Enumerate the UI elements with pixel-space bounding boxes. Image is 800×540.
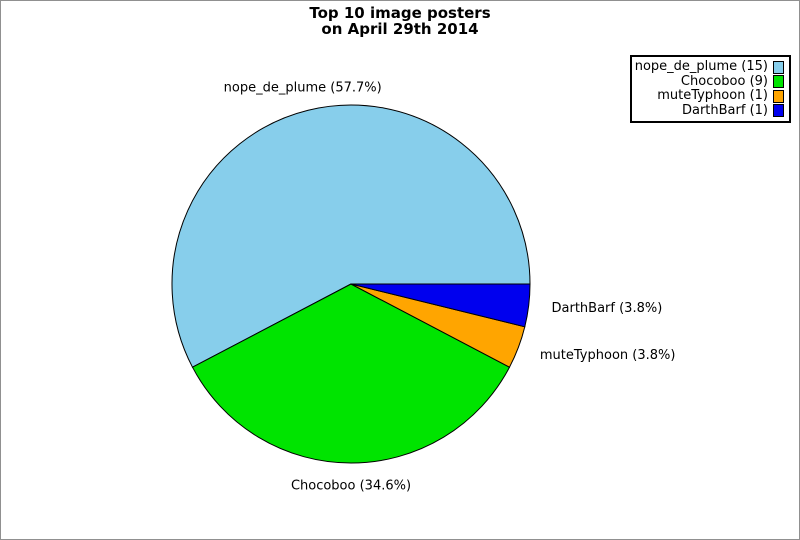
legend-swatch (773, 89, 784, 103)
legend-item: nope_de_plume (15) (634, 59, 784, 75)
legend-item-label: muteTyphoon (1) (657, 88, 768, 103)
legend-swatch (773, 75, 784, 89)
slice-label-nope_de_plume: nope_de_plume (57.7%) (224, 80, 382, 95)
chart-title: Top 10 image posters on April 29th 2014 (1, 5, 799, 37)
slice-label-DarthBarf: DarthBarf (3.8%) (552, 301, 663, 316)
slice-label-Chocoboo: Chocoboo (34.6%) (291, 479, 411, 494)
legend-item: muteTyphoon (1) (636, 88, 784, 104)
chart-title-line1: Top 10 image posters (309, 4, 491, 22)
legend-item: Chocoboo (9) (636, 73, 784, 90)
legend-box: nope_de_plume (15) Chocoboo (9) muteTyphoo… (630, 55, 791, 123)
chart-title-line2: on April 29th 2014 (321, 20, 479, 38)
legend-swatch (773, 60, 784, 74)
pie-slice-DarthBarf (350, 283, 531, 328)
pie-slice-nope_de_plume (171, 104, 531, 368)
legend-item-label: Chocoboo (9) (680, 73, 768, 89)
legend-item-label: nope_de_plume (15) (634, 59, 768, 74)
pie-slice-Chocoboo (191, 283, 511, 464)
slice-label-muteTyphoon: muteTyphoon (3.8%) (540, 348, 676, 363)
legend-item-label: DarthBarf (1) (681, 102, 768, 118)
legend-item: DarthBarf (1) (636, 102, 784, 119)
legend-swatch (773, 104, 784, 118)
